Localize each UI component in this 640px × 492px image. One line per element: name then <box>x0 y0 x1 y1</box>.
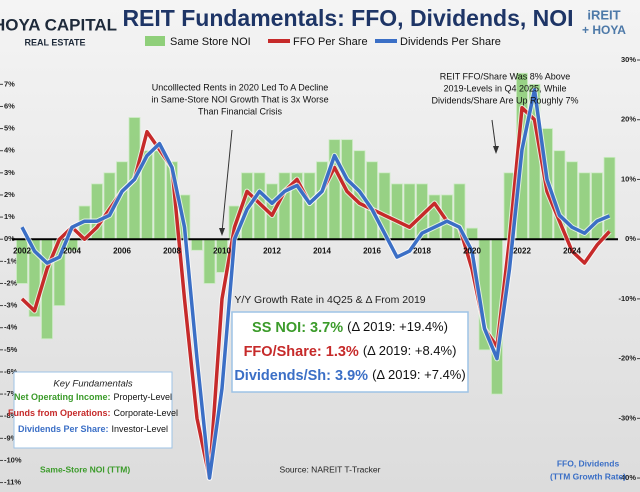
y2-tick-label: -10% <box>618 294 636 303</box>
x-tick-label: 2018 <box>413 246 431 255</box>
x-tick-label: 2006 <box>113 246 131 255</box>
y2-tick-label: 20% <box>621 115 636 124</box>
y2-tick-label: 30% <box>621 55 636 64</box>
annotation: 2019-Levels in Q4 2025, While <box>443 83 566 93</box>
y2-axis-label: FFO, Dividends <box>557 458 620 468</box>
y-tick-label: -6% <box>4 367 18 376</box>
bar <box>391 183 403 240</box>
x-tick-label: 2020 <box>463 246 481 255</box>
logo-right: iREIT <box>587 7 620 22</box>
y-tick-label: -10% <box>4 455 22 464</box>
y2-axis-label: (TTM Growth Rate) <box>550 471 626 481</box>
key-label: Net Operating Income: <box>14 392 111 402</box>
logo-left-sub: REAL ESTATE <box>24 37 85 47</box>
y-tick-label: -5% <box>4 345 18 354</box>
y-tick-label: -3% <box>4 301 18 310</box>
annotation: Dividends/Share Are Up Roughly 7% <box>431 95 578 105</box>
annotation-arrowhead <box>493 146 499 154</box>
y-tick-label: 7% <box>4 79 15 88</box>
x-tick-label: 2012 <box>263 246 281 255</box>
stats-heading: Y/Y Growth Rate in 4Q25 & Δ From 2019 <box>234 294 425 306</box>
y-tick-label: -11% <box>4 478 21 487</box>
x-tick-label: 2008 <box>163 246 181 255</box>
annotation-arrowhead <box>219 228 225 236</box>
legend-label: FFO Per Share <box>293 36 368 48</box>
bar <box>403 183 416 240</box>
annotation: Than Financial Crisis <box>198 106 283 116</box>
stats-rows: SS NOI: 3.7% (Δ 2019: +19.4%) FFO/Share: 1… <box>234 319 465 383</box>
bar <box>603 156 616 240</box>
key-label: Funds from Operations: <box>8 408 111 418</box>
stats-delta: (Δ 2019: +8.4%) <box>363 343 457 358</box>
y-tick-label: -7% <box>4 389 18 398</box>
stats-delta: (Δ 2019: +19.4%) <box>347 319 448 334</box>
annotation: REIT FFO/Share Was 8% Above <box>440 71 571 81</box>
key-row: Funds from Operations: Corporate-Level <box>8 408 178 418</box>
y-tick-label: -9% <box>4 433 18 442</box>
key-value: Corporate-Level <box>113 408 178 418</box>
y2-tick-label: 0% <box>625 234 636 243</box>
bar <box>153 150 166 240</box>
key-row: Net Operating Income: Property-Level <box>14 392 172 402</box>
x-tick-label: 2010 <box>213 246 231 255</box>
logo-right-sub: + HOYA <box>582 23 626 37</box>
logo-left: HOYA CAPITAL <box>0 15 117 34</box>
stats-value: Dividends/Sh: 3.9% <box>234 368 368 384</box>
key-value: Investor-Level <box>112 424 169 434</box>
annotation-arrow <box>491 119 497 151</box>
stats-row: FFO/Share: 1.3% (Δ 2019: +8.4%) <box>244 343 457 359</box>
x-tick-label: 2004 <box>63 246 81 255</box>
y-tick-label: 5% <box>4 124 15 133</box>
plot-area: 7% 6% 5% 4% 3% 2% 1% 0% -1% -2% -3% -4% -5% -6% -7% -8%… <box>0 55 640 487</box>
stats-row: SS NOI: 3.7% (Δ 2019: +19.4%) <box>252 319 448 335</box>
key-box <box>13 371 173 449</box>
key-label: Dividends Per Share: <box>18 424 109 434</box>
y-tick-label: -1% <box>4 256 18 265</box>
stats-box <box>231 311 469 393</box>
y-tick-label: 1% <box>4 212 15 221</box>
annotation: Uncolllected Rents in 2020 Led To A Decl… <box>152 82 328 92</box>
x-tick-label: 2002 <box>13 246 31 255</box>
x-tick-label: 2016 <box>363 246 381 255</box>
y2-tick-label: -30% <box>618 413 636 422</box>
y-tick-label: 2% <box>4 190 15 199</box>
y-tick-label: -4% <box>4 323 18 332</box>
y-tick-label: 6% <box>4 101 15 110</box>
legend-label: Same Store NOI <box>170 36 251 48</box>
y-tick-label: -8% <box>4 411 18 420</box>
y2-tick-label: -20% <box>618 354 636 363</box>
legend-swatch <box>145 36 165 46</box>
key-rows: Net Operating Income: Property-LevelFunds… <box>8 392 178 434</box>
stats-value: SS NOI: 3.7% <box>252 320 343 336</box>
annotation: in Same-Store NOI Growth That is 3x Wors… <box>151 94 328 104</box>
chart-title: REIT Fundamentals: FFO, Dividends, NOI <box>122 5 573 31</box>
key-title: Key Fundamentals <box>53 379 132 390</box>
bar <box>278 172 291 240</box>
x-tick-label: 2014 <box>313 246 331 255</box>
key-value: Property-Level <box>113 392 172 402</box>
y2-tick-label: 10% <box>621 174 636 183</box>
x-tick-label: 2022 <box>513 246 531 255</box>
y-tick-label: 4% <box>4 146 15 155</box>
bar <box>191 238 203 251</box>
stats-value: FFO/Share: 1.3% <box>244 344 359 360</box>
legend-label: Dividends Per Share <box>400 36 501 48</box>
bar <box>466 227 478 240</box>
key-row: Dividends Per Share: Investor-Level <box>18 424 168 434</box>
y-tick-label: 3% <box>4 168 15 177</box>
stats-row: Dividends/Sh: 3.9% (Δ 2019: +7.4%) <box>234 367 465 383</box>
y-tick-label: -2% <box>4 278 18 287</box>
x-tick-label: 2024 <box>563 246 581 255</box>
source: Source: NAREIT T-Tracker <box>280 464 381 474</box>
y2-tick-label: -40% <box>618 473 636 482</box>
y-axis-label: Same-Store NOI (TTM) <box>40 464 130 474</box>
series-line <box>20 88 611 480</box>
y-tick-label: 0% <box>4 234 15 243</box>
bar <box>591 172 603 240</box>
stats-delta: (Δ 2019: +7.4%) <box>372 367 466 382</box>
annotation-arrow <box>221 129 233 233</box>
